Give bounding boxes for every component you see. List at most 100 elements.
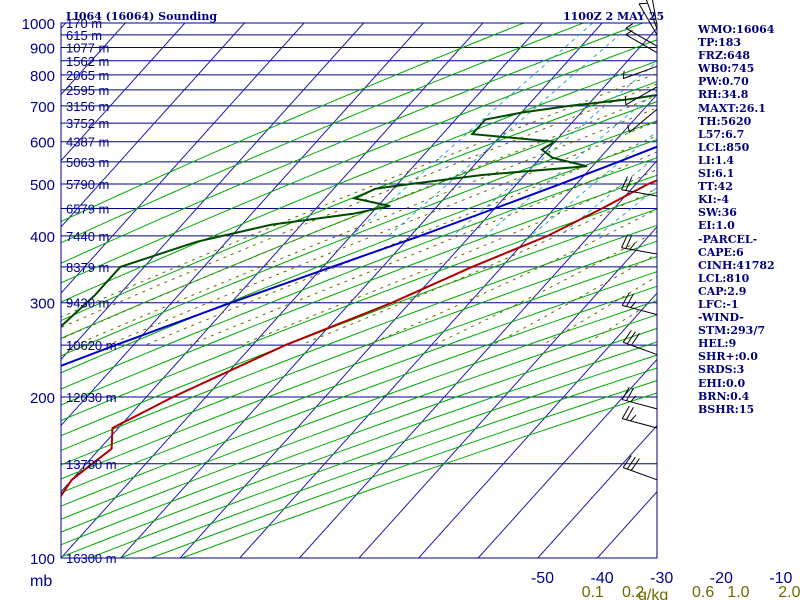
dewpoint-point bbox=[670, 92, 672, 94]
dry-adiabat-line bbox=[61, 23, 644, 264]
height-label: 4387 m bbox=[66, 135, 109, 150]
sounding-index: LFC:-1 bbox=[698, 297, 739, 311]
dewpoint-point bbox=[46, 344, 48, 346]
sounding-index: LI:1.4 bbox=[698, 153, 735, 167]
isotherm-line bbox=[61, 23, 365, 361]
plot-frame bbox=[60, 22, 658, 559]
dry-adiabat-line bbox=[61, 23, 584, 244]
dewpoint-point bbox=[568, 105, 570, 107]
dewpoint-point bbox=[628, 98, 630, 101]
wind-barb bbox=[625, 23, 658, 47]
parcel-point bbox=[114, 344, 117, 346]
moist-adiabat-line bbox=[240, 168, 657, 346]
pressure-tick-700: 700 bbox=[30, 99, 55, 116]
wind-barb bbox=[622, 65, 658, 80]
sounding-index: TP:183 bbox=[698, 36, 742, 50]
parcel-point bbox=[331, 266, 333, 268]
temperature-point bbox=[471, 266, 473, 268]
moist-adiabat-line bbox=[107, 120, 657, 346]
dewpoint-point bbox=[541, 148, 543, 151]
isotherm-line bbox=[418, 292, 657, 558]
wind-barb bbox=[622, 330, 658, 356]
temperature-profile bbox=[61, 179, 657, 498]
height-label: 3156 m bbox=[66, 99, 109, 114]
wind-barb bbox=[621, 405, 658, 429]
moist-adiabat-line bbox=[61, 83, 657, 329]
height-label: 1077 m bbox=[66, 40, 109, 55]
sounding-index: L57:6.7 bbox=[698, 127, 745, 141]
height-label: 9430 m bbox=[66, 296, 109, 311]
dry-adiabat-line bbox=[61, 174, 657, 406]
pressure-tick-300: 300 bbox=[30, 296, 55, 313]
sounding-index: STM:293/7 bbox=[698, 324, 765, 338]
wind-barb bbox=[652, 0, 658, 26]
dry-adiabat-line bbox=[61, 285, 657, 507]
sounding-index: WB0:745 bbox=[698, 62, 755, 76]
wind-barb bbox=[621, 234, 658, 255]
isotherm-line bbox=[477, 358, 657, 558]
sounding-index: WMO:16064 bbox=[698, 23, 775, 36]
dry-adiabat-line bbox=[61, 39, 657, 284]
wind-barb bbox=[627, 108, 658, 133]
sounding-indices-panel: WMO:16064 TP:183 FRZ:648 WB0:745 PW:0.70 RH:3… bbox=[698, 23, 798, 416]
sounding-index: -PARCEL- bbox=[698, 232, 758, 246]
temperature-point bbox=[172, 396, 174, 398]
isotherm-line bbox=[61, 23, 484, 493]
sounding-index: BSHR:15 bbox=[698, 402, 755, 416]
height-label: 170 m bbox=[66, 16, 102, 31]
dry-adiabat-line bbox=[61, 314, 657, 533]
sounding-index: EHI:0.0 bbox=[698, 376, 746, 390]
dry-adiabat-line bbox=[89, 354, 657, 558]
temperature-point bbox=[12, 515, 14, 517]
temperature-point bbox=[601, 207, 603, 210]
pressure-tick-400: 400 bbox=[30, 229, 55, 246]
sounding-index: HEL:9 bbox=[698, 337, 737, 351]
dry-adiabat-line bbox=[61, 256, 657, 480]
temperature-tick: -20 bbox=[710, 570, 733, 587]
sounding-index: CAPE:6 bbox=[698, 245, 744, 259]
mixing-ratio-tick: 0.6 bbox=[692, 584, 714, 600]
mixing-ratio-tick: 1.0 bbox=[727, 584, 749, 600]
mixing-ratio-tick: 0.2 bbox=[622, 584, 644, 600]
height-label: 2595 m bbox=[66, 83, 109, 98]
sounding-index: CAP:2.9 bbox=[698, 284, 747, 298]
isotherm-line bbox=[61, 23, 424, 427]
height-label: 12030 m bbox=[66, 390, 117, 405]
isotherm-line bbox=[299, 159, 657, 558]
sounding-index: TT:42 bbox=[698, 180, 733, 194]
pressure-tick-600: 600 bbox=[30, 135, 55, 152]
temperature-point bbox=[110, 448, 113, 450]
height-label: 2065 m bbox=[66, 68, 109, 83]
chart-time: 1100Z 2 MAY 25 bbox=[563, 10, 664, 23]
sounding-index: -WIND- bbox=[698, 311, 744, 325]
temperature-point bbox=[391, 301, 393, 304]
dewpoint-point bbox=[389, 205, 391, 207]
sounding-index: CINH:41782 bbox=[698, 258, 775, 272]
wind-barb bbox=[621, 292, 658, 316]
pressure-tick-100: 100 bbox=[30, 551, 55, 568]
pressure-tick-800: 800 bbox=[30, 68, 55, 85]
dewpoint-point bbox=[482, 174, 485, 176]
sounding-index: KI:-4 bbox=[698, 193, 729, 207]
height-label: 6579 m bbox=[66, 202, 109, 217]
isotherm-line bbox=[358, 226, 657, 558]
dry-adiabat-line bbox=[61, 81, 657, 322]
height-label: 3752 m bbox=[66, 116, 109, 131]
height-label: 5790 m bbox=[66, 177, 109, 192]
wind-barb bbox=[638, 2, 658, 36]
dewpoint-point bbox=[471, 133, 474, 135]
temperature-tick: -30 bbox=[650, 570, 673, 587]
isotherm-line bbox=[61, 23, 186, 162]
isotherm-line bbox=[537, 424, 657, 558]
dry-adiabat-line bbox=[61, 120, 657, 357]
parcel-point bbox=[230, 301, 232, 304]
temperature-tick: -40 bbox=[591, 570, 614, 587]
isotherm-line bbox=[61, 23, 305, 294]
pressure-unit-label: mb bbox=[30, 573, 52, 590]
sounding-index: EI:1.0 bbox=[698, 219, 735, 233]
dry-adiabat-line bbox=[61, 224, 657, 452]
height-label: 615 m bbox=[66, 28, 102, 43]
parcel-point bbox=[669, 141, 671, 143]
pressure-tick-900: 900 bbox=[30, 40, 55, 57]
